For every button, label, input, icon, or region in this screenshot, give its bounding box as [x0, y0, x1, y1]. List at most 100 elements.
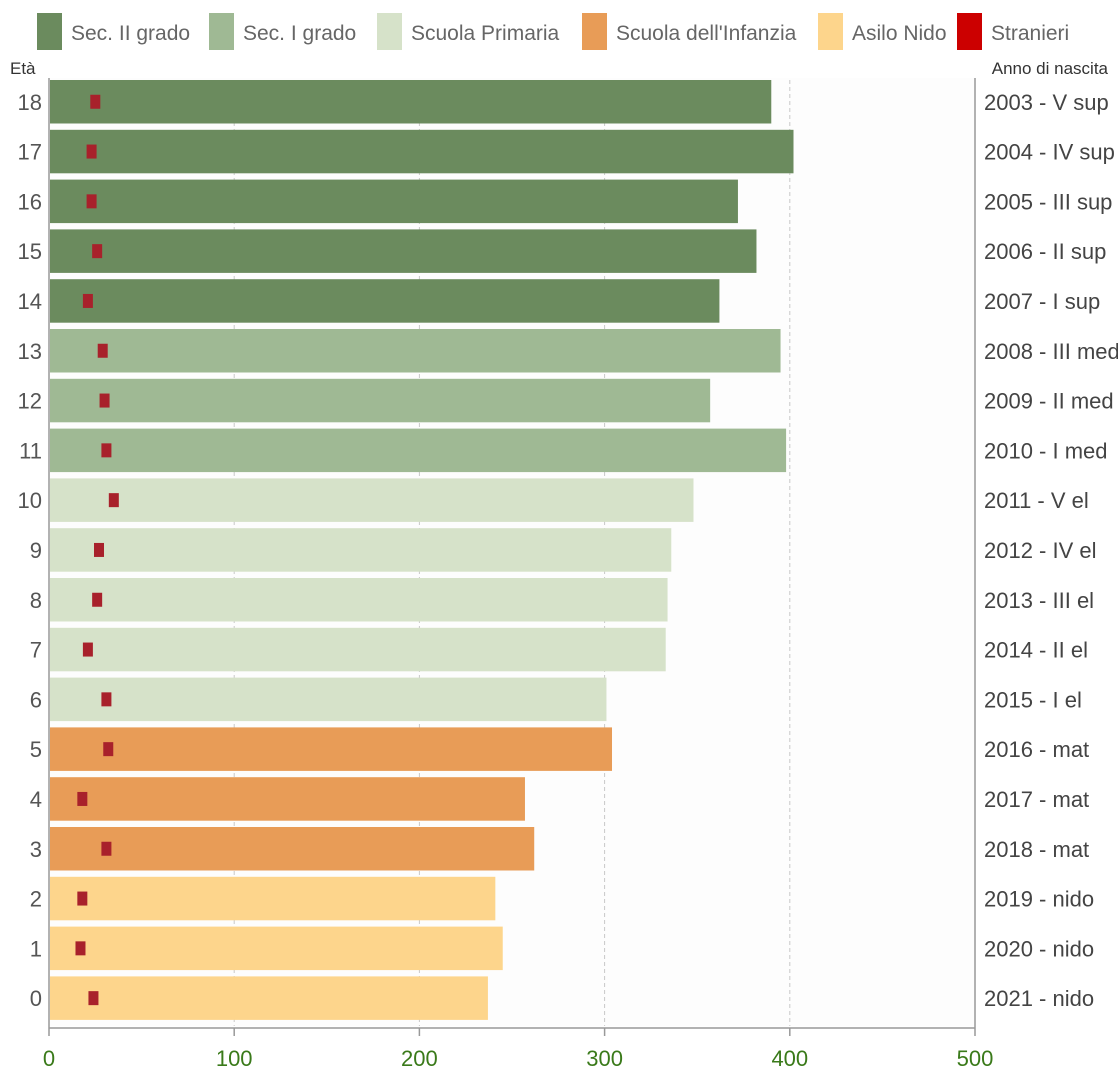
legend-label-nido: Asilo Nido	[852, 22, 947, 45]
age-label: 0	[30, 986, 42, 1011]
legend-swatch-inf	[582, 13, 607, 50]
stranieri-marker-age-17	[86, 144, 97, 159]
bar-age-0	[50, 976, 488, 1020]
bar-age-16	[50, 179, 738, 224]
stranieri-marker-age-3	[101, 841, 112, 856]
stranieri-marker-age-2	[77, 891, 88, 906]
birth-year-label: 2019 - nido	[984, 887, 1094, 912]
bar-age-6	[50, 677, 607, 722]
bar-age-3	[50, 827, 535, 871]
x-tick-label: 100	[216, 1046, 253, 1071]
birth-year-label: 2009 - II med	[984, 389, 1114, 414]
x-tick-label: 500	[957, 1046, 994, 1071]
stranieri-marker-age-13	[97, 343, 108, 358]
bar-age-18	[50, 80, 772, 124]
age-label: 2	[30, 887, 42, 912]
age-label: 14	[18, 289, 42, 314]
age-label: 18	[18, 90, 42, 115]
stranieri-marker-age-7	[82, 642, 93, 657]
legend-swatch-sec2	[37, 13, 62, 50]
bar-age-15	[50, 229, 757, 273]
birth-year-label: 2005 - III sup	[984, 189, 1112, 214]
y-axis-left-title: Età	[10, 59, 36, 78]
bar-age-1	[50, 926, 503, 971]
birth-year-label: 2017 - mat	[984, 787, 1089, 812]
bar-age-7	[50, 627, 666, 672]
birth-year-label: 2016 - mat	[984, 737, 1089, 762]
stranieri-marker-age-4	[77, 791, 88, 806]
bar-age-8	[50, 578, 668, 622]
legend-swatch-nido	[818, 13, 843, 50]
stranieri-marker-age-18	[90, 94, 101, 109]
age-label: 6	[30, 687, 42, 712]
stranieri-marker-age-1	[75, 941, 86, 956]
bar-age-14	[50, 279, 720, 323]
stranieri-markers	[75, 94, 119, 1006]
legend-label-sec1: Sec. I grado	[243, 22, 356, 45]
legend-swatch-sec1	[209, 13, 234, 50]
stranieri-marker-age-5	[103, 742, 114, 757]
birth-year-label: 2004 - IV sup	[984, 140, 1115, 165]
age-label: 7	[30, 638, 42, 663]
birth-year-label: 2003 - V sup	[984, 90, 1109, 115]
birth-year-label: 2012 - IV el	[984, 538, 1097, 563]
bar-age-2	[50, 876, 496, 921]
bar-age-11	[50, 428, 787, 473]
stranieri-marker-age-6	[101, 692, 112, 707]
age-label: 16	[18, 189, 42, 214]
age-label: 1	[30, 936, 42, 961]
age-label: 12	[18, 389, 42, 414]
y-axis-right-title: Anno di nascita	[992, 59, 1109, 78]
bar-age-4	[50, 777, 525, 821]
stranieri-marker-age-16	[86, 194, 97, 209]
legend-swatch-prim	[377, 13, 402, 50]
x-axis-ticks: 0 100 200 300 400 500	[43, 1028, 993, 1071]
x-tick-label: 200	[401, 1046, 438, 1071]
bar-age-9	[50, 528, 672, 572]
birth-year-label: 2010 - I med	[984, 438, 1108, 463]
age-label: 3	[30, 837, 42, 862]
age-label: 15	[18, 239, 42, 264]
legend-swatch-stra	[957, 13, 982, 50]
bar-age-17	[50, 129, 794, 174]
birth-year-label: 2011 - V el	[984, 488, 1089, 513]
birth-year-label: 2015 - I el	[984, 687, 1082, 712]
legend-label-stra: Stranieri	[991, 22, 1069, 45]
bar-age-5	[50, 727, 613, 771]
birth-year-label: 2013 - III el	[984, 588, 1094, 613]
bar-age-10	[50, 478, 694, 522]
age-label: 10	[18, 488, 42, 513]
bars	[50, 80, 794, 1020]
age-label: 11	[19, 438, 42, 463]
birth-year-label: 2007 - I sup	[984, 289, 1100, 314]
legend: Sec. II grado Sec. I grado Scuola Primaria…	[37, 13, 1069, 50]
birth-year-label: 2018 - mat	[984, 837, 1089, 862]
birth-year-label: 2021 - nido	[984, 986, 1094, 1011]
age-label: 5	[30, 737, 42, 762]
legend-label-sec2: Sec. II grado	[71, 22, 190, 45]
age-label: 13	[18, 339, 42, 364]
age-label: 9	[30, 538, 42, 563]
stranieri-marker-age-0	[88, 991, 99, 1006]
birth-year-label: 2020 - nido	[984, 936, 1094, 961]
stranieri-marker-age-9	[94, 542, 105, 557]
bar-age-13	[50, 329, 781, 373]
birth-year-label: 2006 - II sup	[984, 239, 1106, 264]
age-label: 17	[18, 140, 42, 165]
stranieri-marker-age-12	[99, 393, 110, 408]
x-tick-label: 400	[771, 1046, 808, 1071]
bar-age-12	[50, 378, 711, 423]
stranieri-marker-age-11	[101, 443, 112, 458]
legend-label-prim: Scuola Primaria	[411, 22, 560, 45]
legend-label-inf: Scuola dell'Infanzia	[616, 22, 797, 45]
birth-year-label: 2008 - III med	[984, 339, 1118, 364]
age-label: 4	[30, 787, 42, 812]
x-tick-label: 0	[43, 1046, 55, 1071]
x-tick-label: 300	[586, 1046, 623, 1071]
age-label: 8	[30, 588, 42, 613]
birth-year-label: 2014 - II el	[984, 638, 1088, 663]
stranieri-marker-age-14	[82, 293, 93, 308]
stranieri-marker-age-15	[92, 244, 103, 259]
